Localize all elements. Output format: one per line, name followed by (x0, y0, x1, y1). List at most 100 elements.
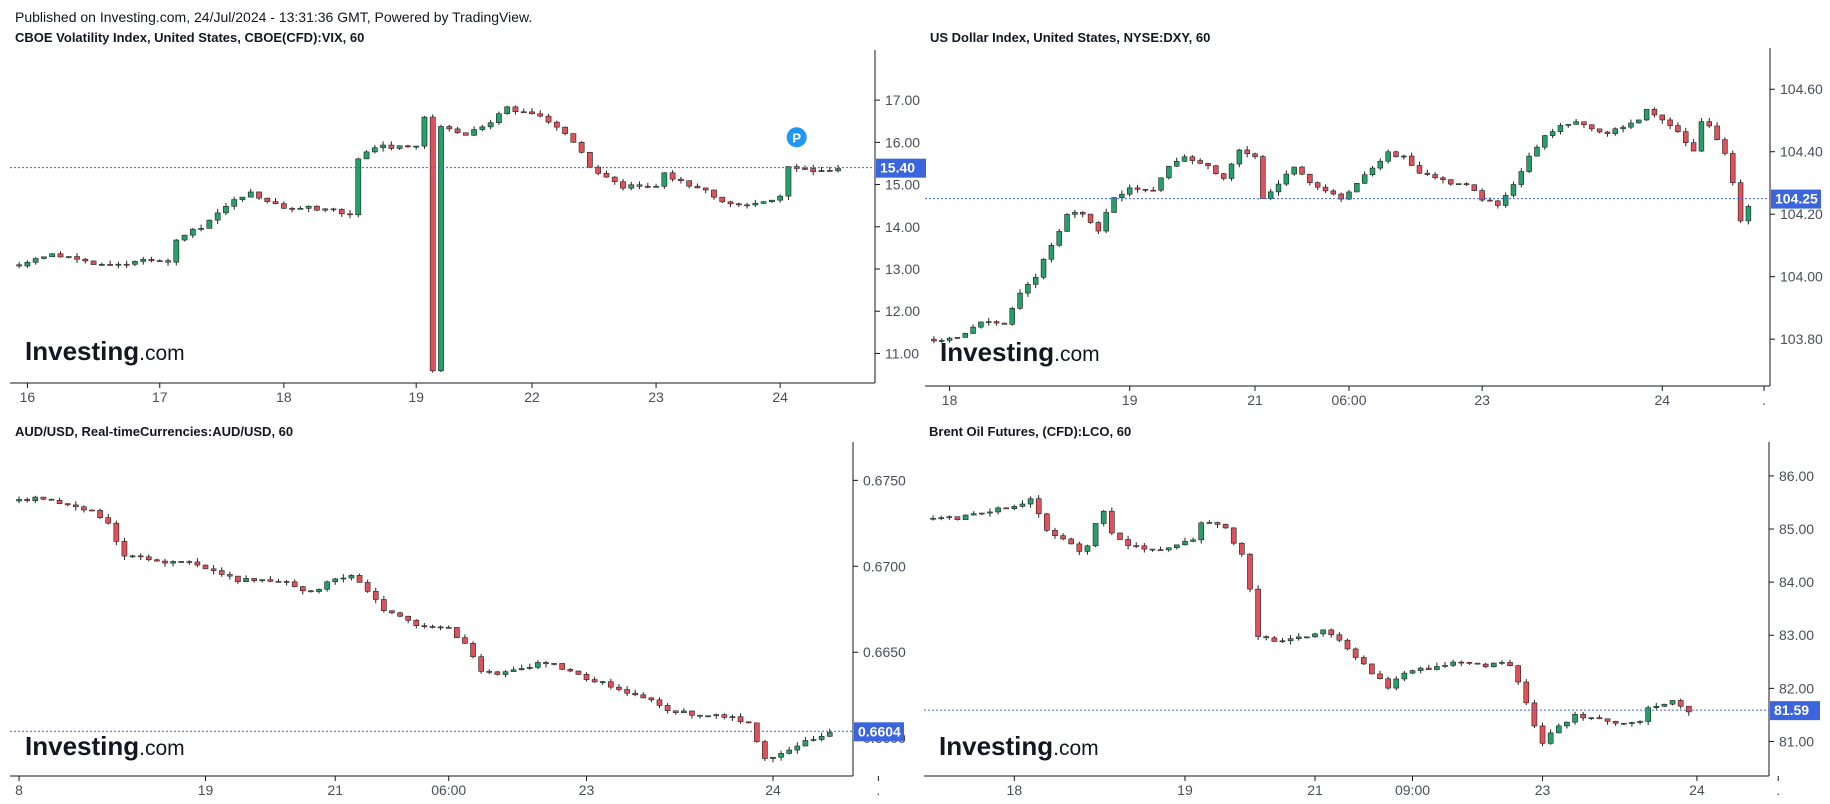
candle (1507, 659, 1513, 667)
candle (32, 495, 39, 504)
candle (1095, 221, 1102, 235)
candle (1247, 553, 1253, 593)
x-tick-label: 18 (276, 389, 292, 405)
candle (1669, 700, 1676, 706)
candle (946, 336, 953, 343)
candle (275, 579, 282, 583)
candle (1019, 500, 1026, 508)
x-tick-label: 16 (20, 389, 36, 405)
candle (1330, 189, 1337, 196)
dxy-chart[interactable]: 103.80 104.00 104.20 104.40 104.60 18 19 21 06:0… (925, 30, 1830, 410)
candle (405, 615, 411, 624)
candle (1369, 663, 1375, 675)
candle (669, 170, 676, 182)
candle (719, 196, 726, 204)
candle (810, 164, 817, 176)
candle (993, 320, 1000, 326)
y-tick-label: 13.00 (885, 261, 920, 277)
candle (987, 508, 993, 517)
candle (1448, 179, 1454, 186)
candle (291, 579, 298, 588)
candle (454, 126, 461, 134)
candle (438, 124, 444, 373)
current-price-tag-label: 81.59 (1774, 702, 1809, 718)
candle (930, 515, 936, 521)
candle (954, 337, 961, 340)
candle (1466, 661, 1473, 665)
candle (1017, 289, 1023, 310)
chart-panel-vix: CBOE Volatility Index, United States, CB… (10, 30, 926, 405)
vix-chart[interactable]: 11.00 12.00 13.00 14.00 15.00 16.00 17.00 16 17 1… (10, 30, 926, 405)
candle (1573, 118, 1579, 125)
candle (575, 670, 582, 676)
candle (206, 219, 213, 229)
candle (105, 513, 112, 525)
chart-title: US Dollar Index, United States, NYSE:DXY… (930, 30, 1211, 45)
candle (1667, 117, 1673, 130)
candle (1463, 182, 1470, 186)
candle (559, 663, 566, 670)
candle (1690, 139, 1697, 152)
x-tick-label: 06:00 (431, 782, 466, 798)
candle (1239, 542, 1245, 557)
x-tick-label: 18 (942, 392, 958, 408)
x-tick-label: 19 (198, 782, 214, 798)
candle (1474, 662, 1481, 665)
candle (1048, 242, 1055, 263)
candle (280, 201, 287, 209)
candle (48, 498, 55, 501)
candle (264, 197, 271, 204)
candle (1369, 165, 1376, 177)
candle (202, 564, 209, 570)
audusd-chart[interactable]: 0.66500.67000.67500.66008192106:002324.0… (10, 424, 906, 798)
candle (1596, 128, 1603, 134)
candle (355, 157, 362, 218)
candle (16, 496, 22, 504)
candle (198, 224, 204, 232)
candle (478, 653, 484, 674)
candle (1307, 173, 1313, 186)
candle (251, 578, 257, 583)
candle (1001, 322, 1008, 325)
candle (1044, 512, 1050, 533)
candle (1320, 629, 1326, 637)
candle (543, 660, 549, 668)
y-tick-label: 0.6750 (863, 472, 906, 488)
candle (744, 202, 750, 209)
candle (583, 672, 590, 682)
candle (1596, 714, 1603, 720)
y-tick-label: 81.00 (1779, 733, 1814, 749)
candle (526, 663, 533, 670)
candle (1612, 720, 1619, 726)
candle (429, 114, 436, 373)
candle (243, 575, 249, 583)
candle (445, 625, 452, 629)
candle (363, 150, 370, 160)
candle (1424, 169, 1431, 176)
x-tick-label: 19 (1177, 782, 1193, 798)
candle (1565, 124, 1572, 128)
candle (496, 111, 502, 125)
x-tick-label: 24 (1689, 782, 1705, 798)
candle (818, 166, 825, 172)
current-price-tag-label: 0.6604 (858, 723, 901, 739)
candle (1283, 170, 1290, 187)
candle (1534, 144, 1540, 157)
candle (1166, 165, 1172, 180)
x-tick-label: . (1762, 392, 1766, 408)
candle (1434, 662, 1440, 671)
candle (570, 133, 577, 143)
candle (1564, 721, 1570, 729)
candle (123, 260, 130, 269)
y-tick-label: 0.6700 (863, 558, 906, 574)
candle (1134, 184, 1141, 193)
brent-chart[interactable]: 81.00 82.00 83.00 84.00 85.00 86.00 18 19 21 09:0… (924, 424, 1830, 798)
candle (760, 201, 767, 205)
candle (729, 714, 736, 721)
candle (115, 261, 122, 269)
current-price-tag (1771, 189, 1821, 209)
candle (462, 132, 469, 136)
candle (1518, 168, 1525, 188)
candle (1455, 183, 1462, 185)
candle (1244, 146, 1250, 158)
